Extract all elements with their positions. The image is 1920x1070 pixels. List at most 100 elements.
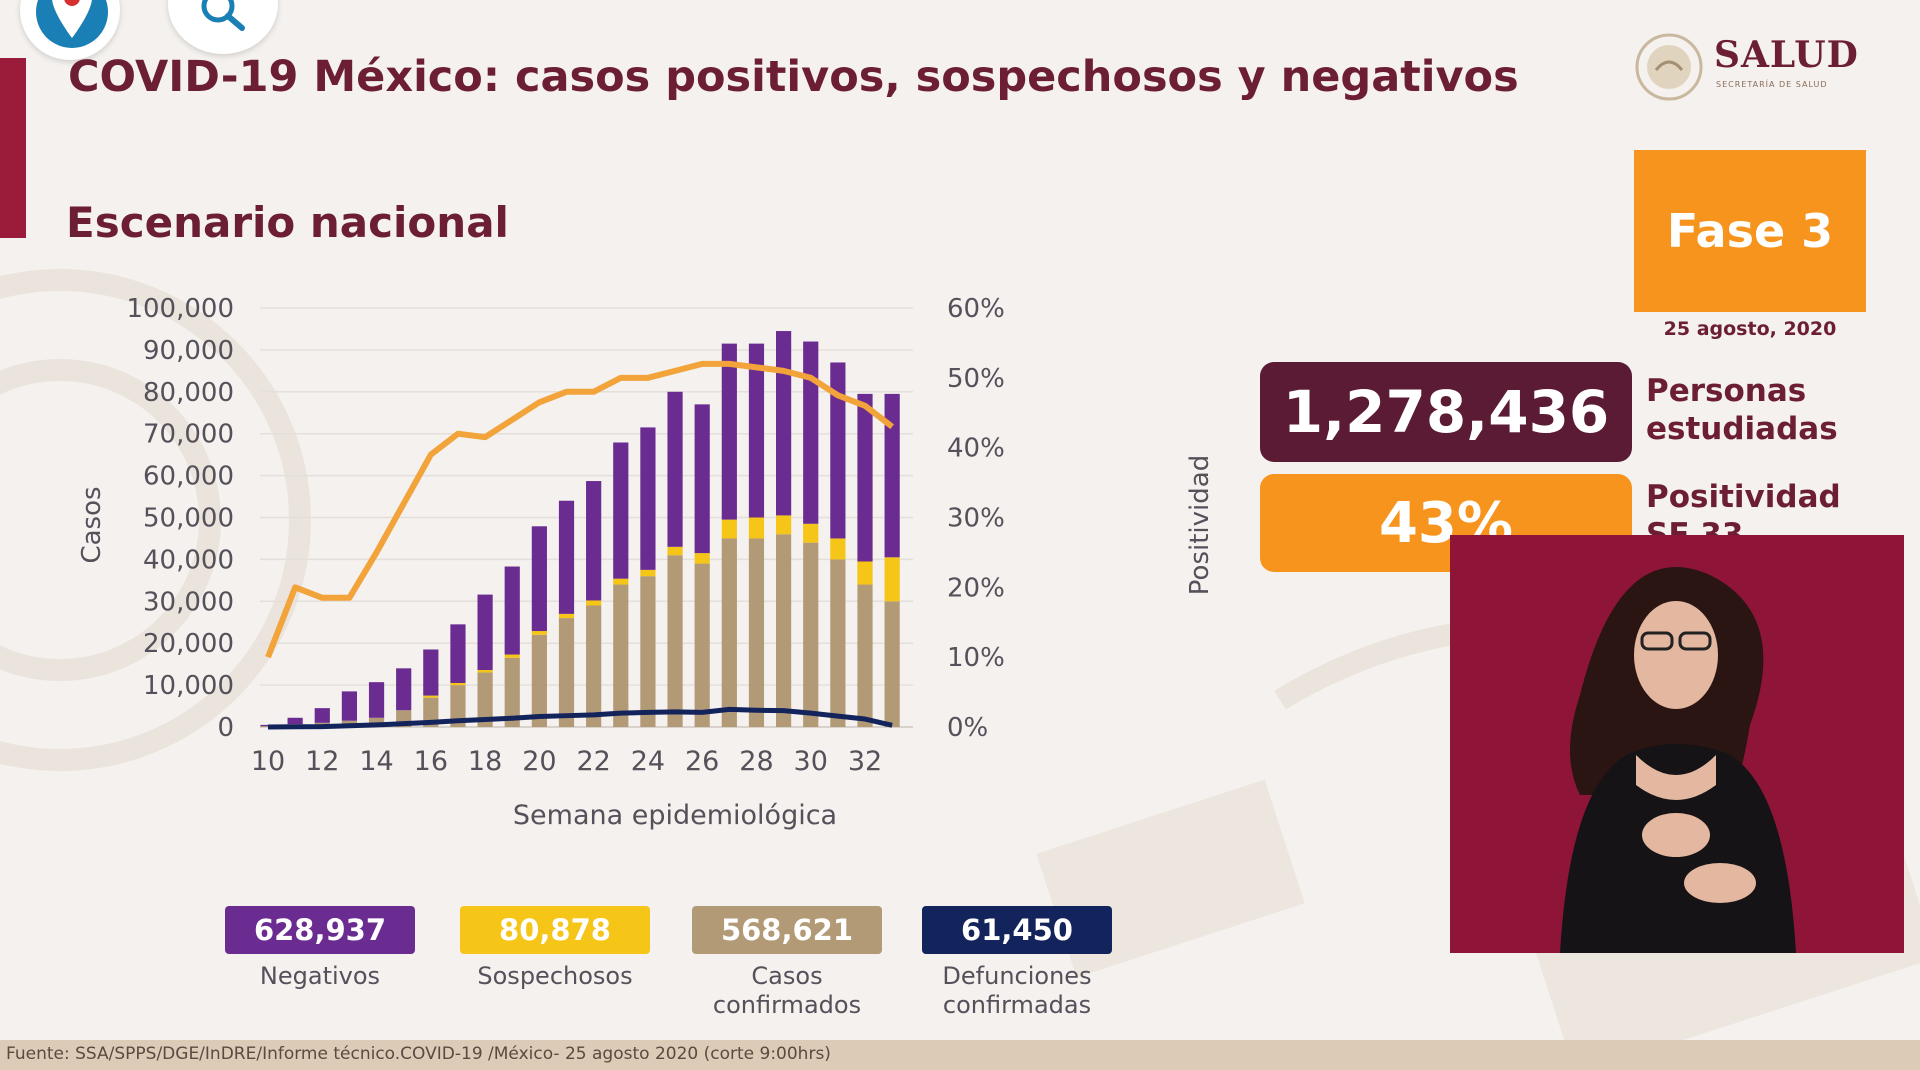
y-tick-label: 90,000 — [143, 336, 234, 366]
defunciones-total: 61,450 — [922, 906, 1112, 954]
bar-negativos — [613, 442, 629, 579]
bar-negativos — [396, 668, 412, 711]
confirmados-label-line2: confirmados — [712, 991, 862, 1019]
bar-sospechosos — [613, 578, 629, 585]
legend-negativos: 628,937 Negativos — [225, 906, 415, 991]
y-tick-label: 100,000 — [126, 294, 234, 324]
y-axis-ticks: 100,000 90,000 80,000 70,000 60,000 50,000 40,… — [126, 294, 234, 743]
y2-tick-label: 60% — [947, 294, 1005, 324]
bar-casos-confirmados — [640, 576, 656, 727]
x-tick-label: 28 — [739, 746, 773, 777]
y-tick-label: 50,000 — [143, 504, 234, 534]
personas-label-line2: estudiadas — [1646, 411, 1838, 447]
interpreter-figure — [1560, 567, 1796, 953]
x-tick-label: 12 — [305, 746, 339, 777]
bar-negativos — [640, 427, 656, 570]
y2-tick-label: 10% — [947, 643, 1005, 673]
x-tick-label: 14 — [359, 746, 393, 777]
bar-casos-confirmados — [776, 534, 792, 727]
source-footer: Fuente: SSA/SPPS/DGE/InDRE/Informe técni… — [0, 1040, 1920, 1070]
bar-sospechosos — [857, 561, 873, 585]
x-axis-ticks: 10 12 14 16 18 20 22 24 26 28 30 32 — [251, 746, 882, 777]
y-tick-label: 30,000 — [143, 587, 234, 617]
bar-sospechosos — [803, 523, 819, 543]
bar-sospechosos — [721, 519, 737, 539]
bar-casos-confirmados — [613, 584, 629, 727]
bar-negativos — [341, 691, 358, 721]
y-tick-label: 70,000 — [143, 420, 234, 450]
bar-sospechosos — [640, 569, 656, 577]
chart-lines — [265, 360, 894, 730]
bar-negativos — [314, 708, 330, 723]
salud-logo: SALUD SECRETARÍA DE SALUD — [1632, 30, 1872, 101]
bar-casos-confirmados — [884, 601, 900, 727]
coat-of-arms-icon — [1635, 33, 1703, 101]
bar-negativos — [477, 594, 493, 671]
x-tick-label: 10 — [251, 746, 285, 777]
bar-casos-confirmados — [721, 538, 737, 727]
bar-sospechosos — [694, 553, 710, 564]
phase-date: 25 agosto, 2020 — [1663, 318, 1837, 340]
confirmados-label: Casos confirmados — [692, 962, 882, 1020]
bar-negativos — [667, 391, 683, 547]
bar-negativos — [830, 362, 846, 539]
defunciones-label: Defunciones confirmadas — [922, 962, 1112, 1020]
sign-language-interpreter-video — [1450, 535, 1904, 953]
bar-casos-confirmados — [531, 634, 547, 727]
bar-sospechosos — [450, 683, 466, 686]
search-icon[interactable] — [168, 0, 278, 54]
y-tick-label: 80,000 — [143, 378, 234, 408]
legend-sospechosos: 80,878 Sospechosos — [460, 906, 650, 991]
y-tick-label: 60,000 — [143, 462, 234, 492]
logo-text: SALUD — [1714, 34, 1859, 76]
y2-tick-label: 30% — [947, 504, 1005, 534]
source-text: Fuente: SSA/SPPS/DGE/InDRE/Informe técni… — [6, 1044, 831, 1064]
x-tick-label: 24 — [631, 746, 665, 777]
bar-casos-confirmados — [857, 584, 873, 727]
y2-axis-ticks: 60% 50% 40% 30% 20% 10% 0% — [947, 294, 1005, 743]
bar-sospechosos — [830, 538, 846, 560]
bar-sospechosos — [586, 600, 602, 606]
bar-negativos — [531, 526, 547, 632]
bar-negativos — [368, 682, 385, 718]
bar-casos-confirmados — [477, 672, 493, 727]
y-tick-label: 20,000 — [143, 629, 234, 659]
bar-casos-confirmados — [748, 538, 765, 727]
y2-axis-label: Positividad — [1185, 455, 1215, 595]
bar-negativos — [287, 717, 303, 725]
bar-casos-confirmados — [586, 605, 602, 727]
y2-tick-label: 40% — [947, 434, 1005, 464]
legend-defunciones: 61,450 Defunciones confirmadas — [922, 906, 1112, 1020]
bar-sospechosos — [776, 515, 792, 535]
location-pin-icon[interactable] — [20, 0, 120, 60]
accent-bar — [0, 58, 26, 238]
personas-label-line1: Personas — [1646, 373, 1807, 409]
bar-sospechosos — [558, 613, 575, 619]
y-tick-label: 40,000 — [143, 545, 234, 575]
bar-sospechosos — [748, 517, 765, 539]
confirmados-label-line1: Casos — [751, 962, 823, 990]
bar-sospechosos — [531, 631, 547, 635]
bar-negativos — [857, 393, 873, 562]
chart-bars — [260, 331, 900, 727]
covid-cases-chart: 100,000 90,000 80,000 70,000 60,000 50,000 40,… — [77, 294, 1215, 831]
bar-casos-confirmados — [803, 542, 819, 727]
personas-estudiadas-value: 1,278,436 — [1260, 362, 1632, 462]
bar-negativos — [504, 566, 520, 655]
y-axis-label: Casos — [77, 486, 107, 563]
x-tick-label: 22 — [576, 746, 610, 777]
bar-sospechosos — [504, 654, 520, 658]
bar-negativos — [450, 624, 466, 684]
x-tick-label: 16 — [414, 746, 448, 777]
bar-negativos — [748, 343, 765, 518]
bar-negativos — [803, 341, 819, 524]
x-tick-label: 20 — [522, 746, 556, 777]
x-tick-label: 26 — [685, 746, 719, 777]
bar-negativos — [721, 343, 737, 520]
positividad-label-line1: Positividad — [1646, 479, 1841, 515]
line-defunciones — [267, 706, 893, 730]
legend-confirmados: 568,621 Casos confirmados — [692, 906, 882, 1020]
bar-casos-confirmados — [368, 717, 385, 727]
x-tick-label: 32 — [848, 746, 882, 777]
bar-casos-confirmados — [667, 555, 683, 727]
